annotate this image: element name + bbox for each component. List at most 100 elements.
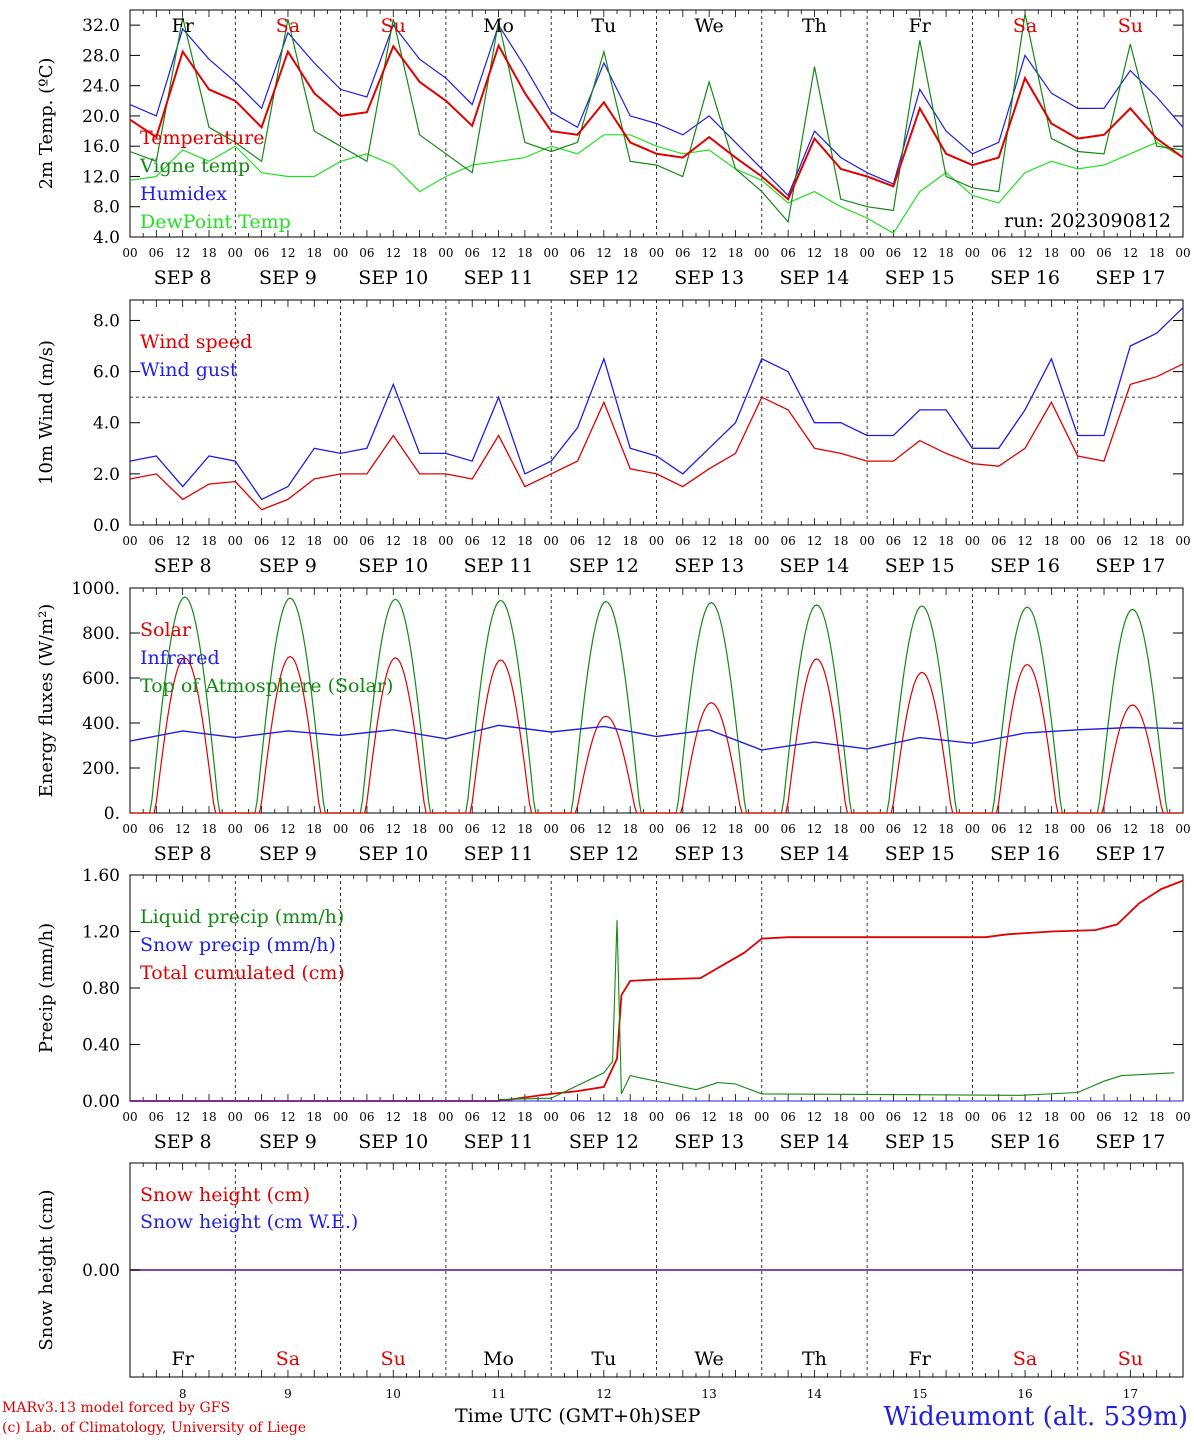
hour-label: 18	[728, 1110, 743, 1124]
legend-wind-speed: Wind speed	[140, 331, 252, 353]
y-tick-label: 20.0	[82, 107, 120, 127]
panel-3: 00 06 12 18 SEP 8 00 06 12 18 SEP 9 00 06 12 18 SEP 10…	[36, 866, 1191, 1153]
weekday-label: Sa	[276, 1348, 300, 1370]
hour-label: 12	[491, 1110, 506, 1124]
hour-label: 06	[886, 246, 901, 260]
hour-label: 00	[228, 246, 243, 260]
day-number-label: 10	[386, 1387, 401, 1401]
hour-label: 12	[175, 1110, 190, 1124]
hour-label: 12	[807, 1110, 822, 1124]
hour-label: 18	[833, 1110, 848, 1124]
y-tick-label: 1.20	[82, 923, 120, 943]
date-label: SEP 16	[990, 1131, 1060, 1153]
series-line-humidex	[129, 23, 1184, 197]
y-tick-label: 0.80	[82, 979, 120, 999]
hour-label: 06	[465, 822, 480, 836]
y-tick-label: 1.60	[82, 866, 120, 886]
weekday-label: Sa	[276, 15, 300, 37]
date-label: SEP 14	[780, 555, 850, 577]
series-line-wind-gust	[129, 307, 1184, 501]
date-label: SEP 13	[674, 1131, 744, 1153]
hour-label: 06	[359, 822, 374, 836]
hour-label: 00	[122, 822, 137, 836]
hour-label: 12	[596, 534, 611, 548]
hour-label: 00	[965, 246, 980, 260]
legend-humidex: Humidex	[140, 183, 227, 205]
hour-label: 00	[333, 1110, 348, 1124]
hour-label: 06	[991, 534, 1006, 548]
hour-label: 18	[1149, 822, 1164, 836]
hour-label: 18	[623, 246, 638, 260]
date-label: SEP 8	[154, 267, 212, 289]
hour-label: 06	[359, 1110, 374, 1124]
date-label: SEP 14	[780, 1131, 850, 1153]
hour-label: 06	[254, 822, 269, 836]
time-axis-label: Time UTC (GMT+0h)SEP	[455, 1405, 700, 1427]
series-line-wind-speed	[129, 363, 1184, 511]
day-number-label: 12	[596, 1387, 611, 1401]
legend-snow-height-cm-: Snow height (cm)	[140, 1184, 310, 1206]
y-tick-label: 32.0	[82, 16, 120, 36]
hour-label: 18	[412, 534, 427, 548]
hour-label: 00	[649, 246, 664, 260]
date-label: SEP 12	[569, 555, 639, 577]
hour-label: 06	[1096, 534, 1111, 548]
hour-label: 12	[386, 822, 401, 836]
date-label: SEP 11	[464, 267, 534, 289]
hour-label: 06	[254, 534, 269, 548]
series-line-solar	[130, 655, 1181, 814]
hour-label: 06	[675, 1110, 690, 1124]
hour-label: 18	[307, 534, 322, 548]
hour-label: 00	[544, 246, 559, 260]
date-label: SEP 10	[358, 843, 428, 865]
date-label: SEP 13	[674, 267, 744, 289]
hour-label: 12	[702, 822, 717, 836]
day-number-label: 15	[912, 1387, 927, 1401]
hour-label: 06	[149, 246, 164, 260]
legend-solar: Solar	[140, 619, 192, 641]
hour-label: 06	[886, 1110, 901, 1124]
hour-label: 06	[1096, 822, 1111, 836]
hour-label: 06	[1096, 1110, 1111, 1124]
date-label: SEP 8	[154, 843, 212, 865]
hour-label: 00	[333, 534, 348, 548]
legend-vigne-temp: Vigne temp	[139, 155, 250, 177]
hour-label: 12	[596, 1110, 611, 1124]
hour-label: 12	[807, 822, 822, 836]
y-tick-label: 4.0	[93, 228, 120, 248]
hour-label: 06	[149, 822, 164, 836]
date-label: SEP 10	[358, 555, 428, 577]
weekday-label: We	[695, 15, 724, 37]
date-label: SEP 15	[885, 843, 955, 865]
hour-label: 00	[228, 822, 243, 836]
day-number-label: 14	[807, 1387, 823, 1401]
hour-label: 18	[1044, 534, 1059, 548]
hour-label: 00	[965, 534, 980, 548]
date-label: SEP 15	[885, 555, 955, 577]
hour-label: 00	[1175, 246, 1190, 260]
legend-infrared: Infrared	[140, 647, 220, 669]
hour-label: 06	[991, 822, 1006, 836]
hour-label: 00	[1070, 1110, 1085, 1124]
legend-top-of-atmosphere-solar-: Top of Atmosphere (Solar)	[140, 675, 393, 697]
hour-label: 18	[938, 822, 953, 836]
date-label: SEP 11	[464, 1131, 534, 1153]
y-tick-label: 8.0	[93, 311, 120, 331]
hour-label: 18	[623, 534, 638, 548]
hour-label: 06	[780, 246, 795, 260]
weekday-label: Sa	[1013, 1348, 1037, 1370]
hour-label: 18	[938, 534, 953, 548]
y-tick-label: 2.0	[93, 465, 120, 485]
date-label: SEP 17	[1095, 555, 1165, 577]
hour-label: 00	[122, 534, 137, 548]
panel-0: 00 06 12 18 SEP 8 00 06 12 18 SEP 9 00 06 12 18 SEP 10…	[36, 9, 1191, 289]
hour-label: 12	[491, 246, 506, 260]
date-label: SEP 11	[464, 555, 534, 577]
date-label: SEP 9	[259, 843, 317, 865]
hour-label: 00	[544, 1110, 559, 1124]
hour-label: 06	[465, 246, 480, 260]
hour-label: 00	[438, 1110, 453, 1124]
hour-label: 18	[412, 822, 427, 836]
weekday-label: Th	[802, 1348, 827, 1370]
